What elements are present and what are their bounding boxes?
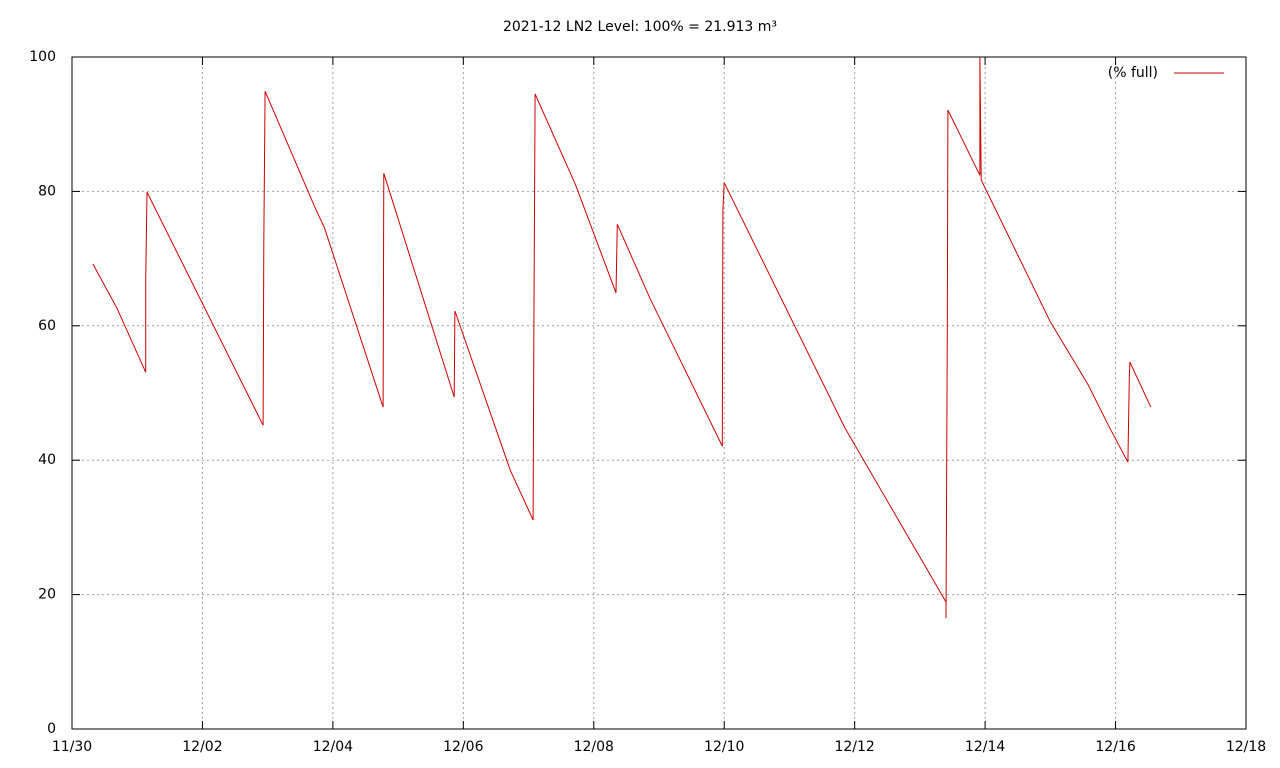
x-tick-label: 11/30 [52, 739, 92, 755]
y-tick-label: 100 [29, 49, 56, 65]
plot-border [71, 56, 1247, 730]
x-tick-label: 12/02 [182, 739, 222, 755]
x-tick-label: 12/14 [965, 739, 1005, 755]
x-tick-label: 12/04 [313, 739, 353, 755]
x-tick-label: 12/16 [1095, 739, 1135, 755]
y-tick-label: 40 [38, 452, 56, 468]
chart-title: 2021-12 LN2 Level: 100% = 21.913 m³ [503, 19, 777, 35]
y-tick-label: 60 [38, 318, 56, 334]
x-tick-label: 12/18 [1226, 739, 1266, 755]
x-tick-label: 12/12 [834, 739, 874, 755]
x-tick-label: 12/08 [574, 739, 614, 755]
y-tick-label: 20 [38, 587, 56, 603]
y-tick-label: 80 [38, 183, 56, 199]
legend-label: (% full) [1108, 65, 1158, 81]
data-line [92, 56, 1152, 619]
y-tick-label: 0 [47, 721, 56, 737]
x-tick-label: 12/10 [704, 739, 744, 755]
x-tick-label: 12/06 [443, 739, 483, 755]
